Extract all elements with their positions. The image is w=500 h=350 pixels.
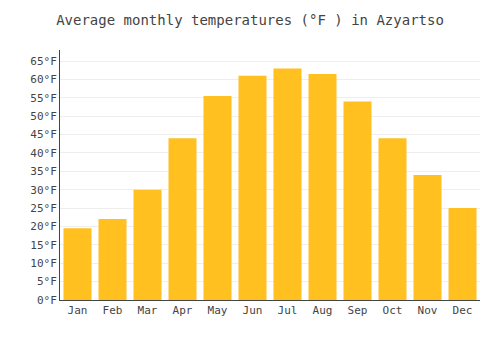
svg-text:Sep: Sep bbox=[348, 304, 368, 317]
svg-text:Nov: Nov bbox=[418, 304, 438, 317]
svg-text:65°F: 65°F bbox=[30, 55, 57, 68]
svg-text:Apr: Apr bbox=[173, 304, 193, 317]
svg-text:55°F: 55°F bbox=[30, 92, 57, 105]
svg-text:60°F: 60°F bbox=[30, 73, 57, 86]
svg-text:5°F: 5°F bbox=[37, 275, 57, 288]
svg-text:Oct: Oct bbox=[383, 304, 403, 317]
svg-text:Feb: Feb bbox=[103, 304, 123, 317]
svg-text:50°F: 50°F bbox=[30, 110, 57, 123]
svg-text:20°F: 20°F bbox=[30, 220, 57, 233]
svg-text:25°F: 25°F bbox=[30, 202, 57, 215]
svg-text:Mar: Mar bbox=[138, 304, 158, 317]
svg-text:45°F: 45°F bbox=[30, 128, 57, 141]
svg-text:Dec: Dec bbox=[453, 304, 473, 317]
svg-text:Jan: Jan bbox=[68, 304, 88, 317]
svg-text:10°F: 10°F bbox=[30, 257, 57, 270]
svg-text:35°F: 35°F bbox=[30, 165, 57, 178]
svg-text:May: May bbox=[208, 304, 228, 317]
svg-text:0°F: 0°F bbox=[37, 294, 57, 307]
svg-text:Jul: Jul bbox=[278, 304, 298, 317]
svg-text:Jun: Jun bbox=[243, 304, 263, 317]
svg-text:30°F: 30°F bbox=[30, 184, 57, 197]
svg-text:Aug: Aug bbox=[313, 304, 333, 317]
svg-text:40°F: 40°F bbox=[30, 147, 57, 160]
svg-text:15°F: 15°F bbox=[30, 239, 57, 252]
svg-text:Average monthly temperatures (: Average monthly temperatures (°F ) in Az… bbox=[56, 12, 444, 28]
